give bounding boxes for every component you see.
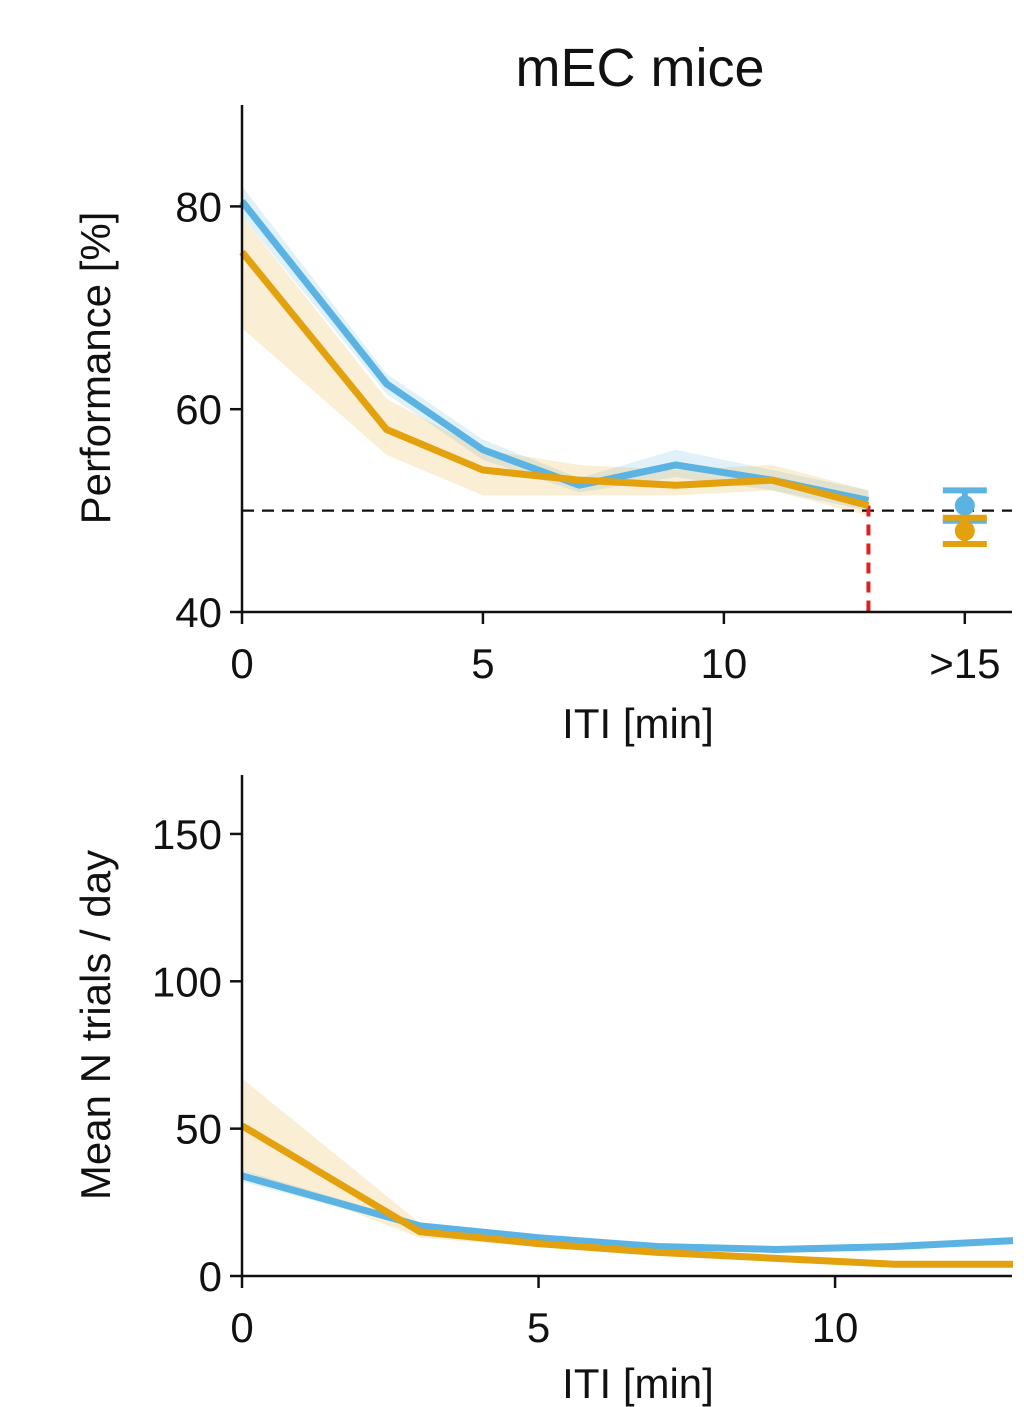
x-axis-label: ITI [min] xyxy=(562,1360,714,1407)
axes: 0 50 100 150 0 5 10 xyxy=(152,775,1012,1351)
trials-panel: Mean N trials / day ITI [min] 0501001500… xyxy=(72,775,1014,1407)
line-orange xyxy=(239,249,870,509)
x-tick-label: 0 xyxy=(230,640,253,687)
band-orange xyxy=(242,1078,1013,1268)
x-tick-label: 5 xyxy=(527,1304,550,1351)
y-axis-label: Mean N trials / day xyxy=(72,850,119,1200)
x-axis-label: ITI [min] xyxy=(562,700,714,747)
x-tick-label: 10 xyxy=(812,1304,859,1351)
confidence-bands xyxy=(242,186,869,516)
band-orange xyxy=(242,216,869,516)
y-tick-label: 40 xyxy=(175,589,222,636)
series-lines xyxy=(240,1122,1014,1268)
y-tick-label: 0 xyxy=(199,1253,222,1300)
axes: 40 60 80 0 5 10 >15 xyxy=(175,105,1012,687)
y-tick-label: 80 xyxy=(175,183,222,230)
y-tick-label: 60 xyxy=(175,386,222,433)
y-axis-label: Performance [%] xyxy=(72,212,119,525)
y-tick-label: 100 xyxy=(152,958,222,1005)
line-orange xyxy=(240,1122,1013,1268)
performance-panel: mEC mice Performance [%] ITI [min] 40 60 8… xyxy=(72,38,1012,747)
confidence-bands xyxy=(242,1078,1013,1268)
x-tick-label: >15 xyxy=(929,640,1000,687)
line-blue xyxy=(241,1172,1014,1253)
x-tick-label: 5 xyxy=(471,640,494,687)
series-lines xyxy=(239,199,870,509)
chart-title: mEC mice xyxy=(515,38,764,98)
band-blue xyxy=(242,186,869,511)
x-tick-label: 0 xyxy=(230,1304,253,1351)
point-blue xyxy=(954,495,975,516)
y-tick-label: 150 xyxy=(152,811,222,858)
point-orange xyxy=(954,520,975,541)
x-tick-label: 10 xyxy=(701,640,748,687)
summary-points xyxy=(942,487,987,548)
reference-lines xyxy=(242,505,1012,612)
y-tick-label: 50 xyxy=(175,1106,222,1153)
